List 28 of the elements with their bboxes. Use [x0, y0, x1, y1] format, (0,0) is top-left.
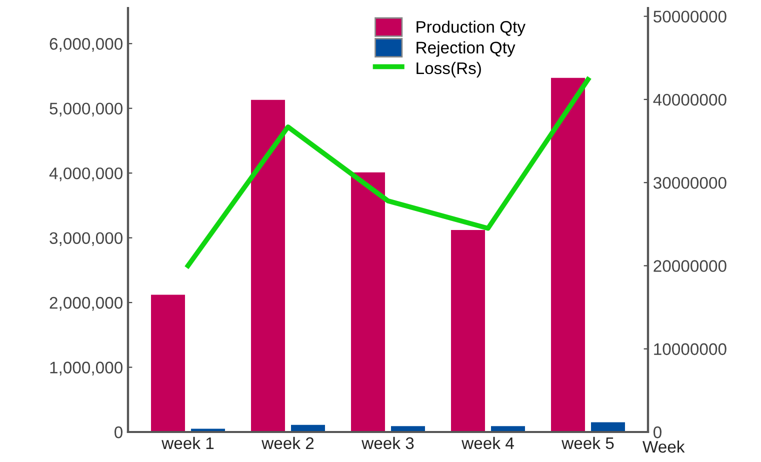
bar: [551, 78, 585, 432]
y2-tick-label: 50000000: [654, 10, 726, 23]
y2-tick-label: 40000000: [653, 94, 726, 106]
x-axis-title: Week: [642, 440, 685, 453]
y-tick-label: 0: [114, 426, 122, 438]
bar: [451, 230, 485, 432]
bar: [351, 172, 385, 432]
y-tick-label: 6,000,000: [50, 38, 122, 52]
legend-label: Rejection Qty: [416, 41, 516, 57]
x-tick-label: week 2: [262, 436, 314, 450]
bar: [251, 100, 285, 432]
line-series: [186, 77, 590, 268]
y-tick-label: 5,000,000: [50, 102, 122, 117]
x-tick-label: week 5: [562, 436, 614, 450]
legend-label: Loss(Rs): [416, 62, 481, 78]
bar: [151, 294, 185, 432]
y-tick-label: 3,000,000: [50, 232, 122, 246]
y2-tick-label: 0: [654, 426, 662, 438]
legend-label: Production Qty: [416, 20, 526, 36]
x-tick-label: week 4: [462, 436, 514, 450]
y2-tick-label: 30000000: [653, 176, 726, 189]
y-tick-label: 1,000,000: [50, 362, 122, 376]
y2-tick-label: 20000000: [654, 260, 726, 272]
x-tick-label: week 3: [362, 436, 414, 450]
y-tick-label: 4,000,000: [49, 167, 122, 182]
x-tick-label: week 1: [162, 436, 214, 450]
y2-tick-label: 10000000: [654, 343, 726, 356]
y-tick-label: 2,000,000: [50, 296, 122, 311]
